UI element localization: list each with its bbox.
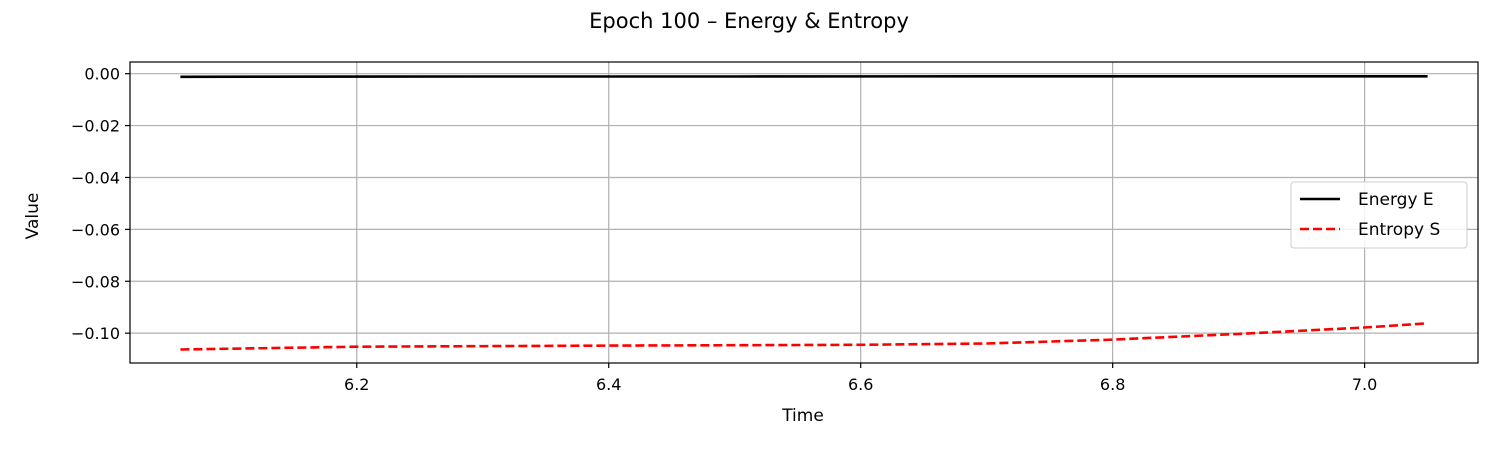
x-tick-label: 6.2: [344, 375, 369, 394]
series-line-2: [180, 322, 1428, 351]
x-tick-label: 6.8: [1100, 375, 1125, 394]
legend: Energy E Entropy S: [1290, 181, 1468, 249]
x-tick-label: 7.0: [1352, 375, 1377, 394]
x-tick-label: 6.6: [848, 375, 873, 394]
y-tick-label: 0.00: [84, 65, 120, 84]
y-tick-label: −0.06: [71, 220, 120, 239]
x-tick-label: 6.4: [596, 375, 621, 394]
y-axis: 0.00 −0.02 −0.04 −0.06 −0.08 −0.10: [71, 65, 130, 343]
chart-title: Epoch 100 – Energy & Entropy: [589, 9, 909, 33]
y-tick-label: −0.04: [71, 168, 120, 187]
grid: [130, 62, 1478, 363]
legend-label: Entropy S: [1358, 220, 1440, 240]
series-group: [180, 75, 1428, 351]
y-tick-label: −0.10: [71, 324, 120, 343]
x-axis-label: Time: [781, 406, 824, 426]
y-tick-label: −0.08: [71, 272, 120, 291]
x-axis: 6.2 6.4 6.6 6.8 7.0: [344, 363, 1377, 394]
series-line-1: [180, 75, 1428, 79]
legend-label: Energy E: [1358, 190, 1434, 210]
plot-frame: [129, 61, 1479, 364]
y-tick-label: −0.02: [71, 117, 120, 136]
y-axis-label: Value: [23, 193, 43, 240]
